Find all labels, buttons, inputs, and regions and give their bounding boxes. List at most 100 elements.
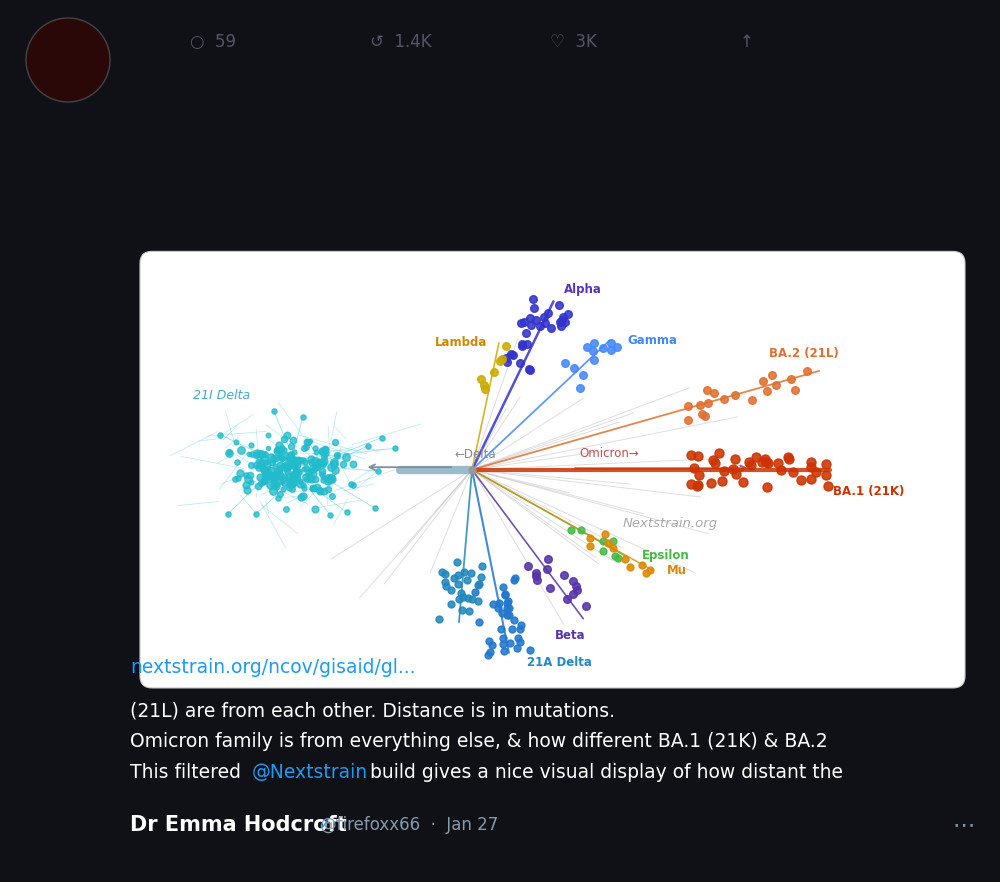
- Point: [345, 477, 361, 491]
- Point: [692, 398, 708, 412]
- Point: [253, 458, 269, 472]
- Point: [309, 480, 325, 494]
- Point: [494, 606, 510, 620]
- Point: [443, 597, 459, 611]
- Point: [326, 455, 342, 469]
- Point: [686, 461, 702, 475]
- Point: [498, 351, 514, 365]
- Point: [305, 467, 321, 482]
- Point: [220, 507, 236, 521]
- Point: [265, 450, 281, 464]
- Point: [320, 474, 336, 488]
- Point: [268, 451, 284, 465]
- Point: [307, 460, 323, 475]
- Point: [370, 464, 386, 478]
- Point: [495, 632, 511, 646]
- Point: [586, 354, 602, 368]
- Point: [743, 458, 759, 472]
- Point: [265, 453, 281, 467]
- Point: [518, 326, 534, 340]
- Point: [254, 446, 270, 460]
- Point: [227, 473, 243, 487]
- Point: [257, 463, 273, 477]
- Point: [270, 443, 286, 457]
- Point: [243, 475, 259, 489]
- Point: [285, 476, 301, 490]
- Point: [315, 445, 331, 459]
- Point: [526, 301, 542, 315]
- Point: [803, 472, 819, 486]
- Point: [343, 477, 359, 491]
- Point: [554, 313, 570, 327]
- Point: [480, 647, 496, 662]
- Point: [292, 477, 308, 491]
- Point: [253, 455, 269, 469]
- Point: [256, 474, 272, 488]
- Point: [338, 450, 354, 464]
- Point: [323, 460, 339, 475]
- Point: [286, 472, 302, 486]
- Point: [283, 474, 299, 488]
- Point: [271, 469, 287, 483]
- Point: [497, 587, 513, 602]
- Point: [289, 454, 305, 468]
- Point: [471, 577, 487, 591]
- Point: [293, 490, 309, 504]
- Point: [741, 455, 757, 469]
- Point: [513, 617, 529, 632]
- Point: [437, 567, 453, 581]
- Point: [471, 615, 487, 629]
- Point: [451, 592, 467, 606]
- Point: [255, 462, 271, 476]
- Point: [768, 377, 784, 392]
- Point: [296, 482, 312, 496]
- Point: [284, 482, 300, 497]
- Point: [314, 444, 330, 458]
- Point: [300, 468, 316, 482]
- Point: [315, 470, 331, 484]
- Point: [699, 383, 715, 397]
- Point: [820, 478, 836, 492]
- Point: [528, 565, 544, 579]
- Point: [306, 482, 322, 496]
- Point: [456, 565, 472, 579]
- Point: [300, 436, 316, 450]
- Point: [259, 465, 275, 479]
- Point: [240, 472, 256, 486]
- Point: [522, 363, 538, 377]
- Point: [314, 467, 330, 482]
- Point: [302, 434, 318, 448]
- Point: [473, 371, 489, 385]
- Point: [315, 456, 331, 470]
- Point: [253, 476, 269, 490]
- Point: [312, 483, 328, 497]
- Text: BA.1 (21K): BA.1 (21K): [833, 485, 905, 498]
- Point: [257, 470, 273, 484]
- Point: [265, 469, 281, 483]
- Point: [316, 450, 332, 464]
- Point: [233, 444, 249, 458]
- Point: [305, 482, 321, 496]
- Point: [808, 466, 824, 480]
- Point: [272, 487, 288, 501]
- Point: [537, 316, 553, 330]
- Point: [450, 577, 466, 591]
- Text: Epsilon: Epsilon: [642, 549, 690, 562]
- Point: [249, 446, 265, 460]
- Point: [572, 381, 588, 395]
- Point: [528, 313, 544, 327]
- Point: [298, 440, 314, 454]
- Point: [298, 461, 314, 475]
- Point: [491, 595, 507, 609]
- Point: [288, 461, 304, 475]
- Point: [539, 562, 555, 576]
- Point: [485, 597, 501, 611]
- Point: [559, 592, 575, 606]
- Point: [258, 472, 274, 486]
- Point: [520, 558, 536, 572]
- Point: [256, 464, 272, 478]
- Point: [783, 372, 799, 386]
- Point: [803, 455, 819, 469]
- Point: [276, 458, 292, 472]
- Circle shape: [26, 18, 110, 102]
